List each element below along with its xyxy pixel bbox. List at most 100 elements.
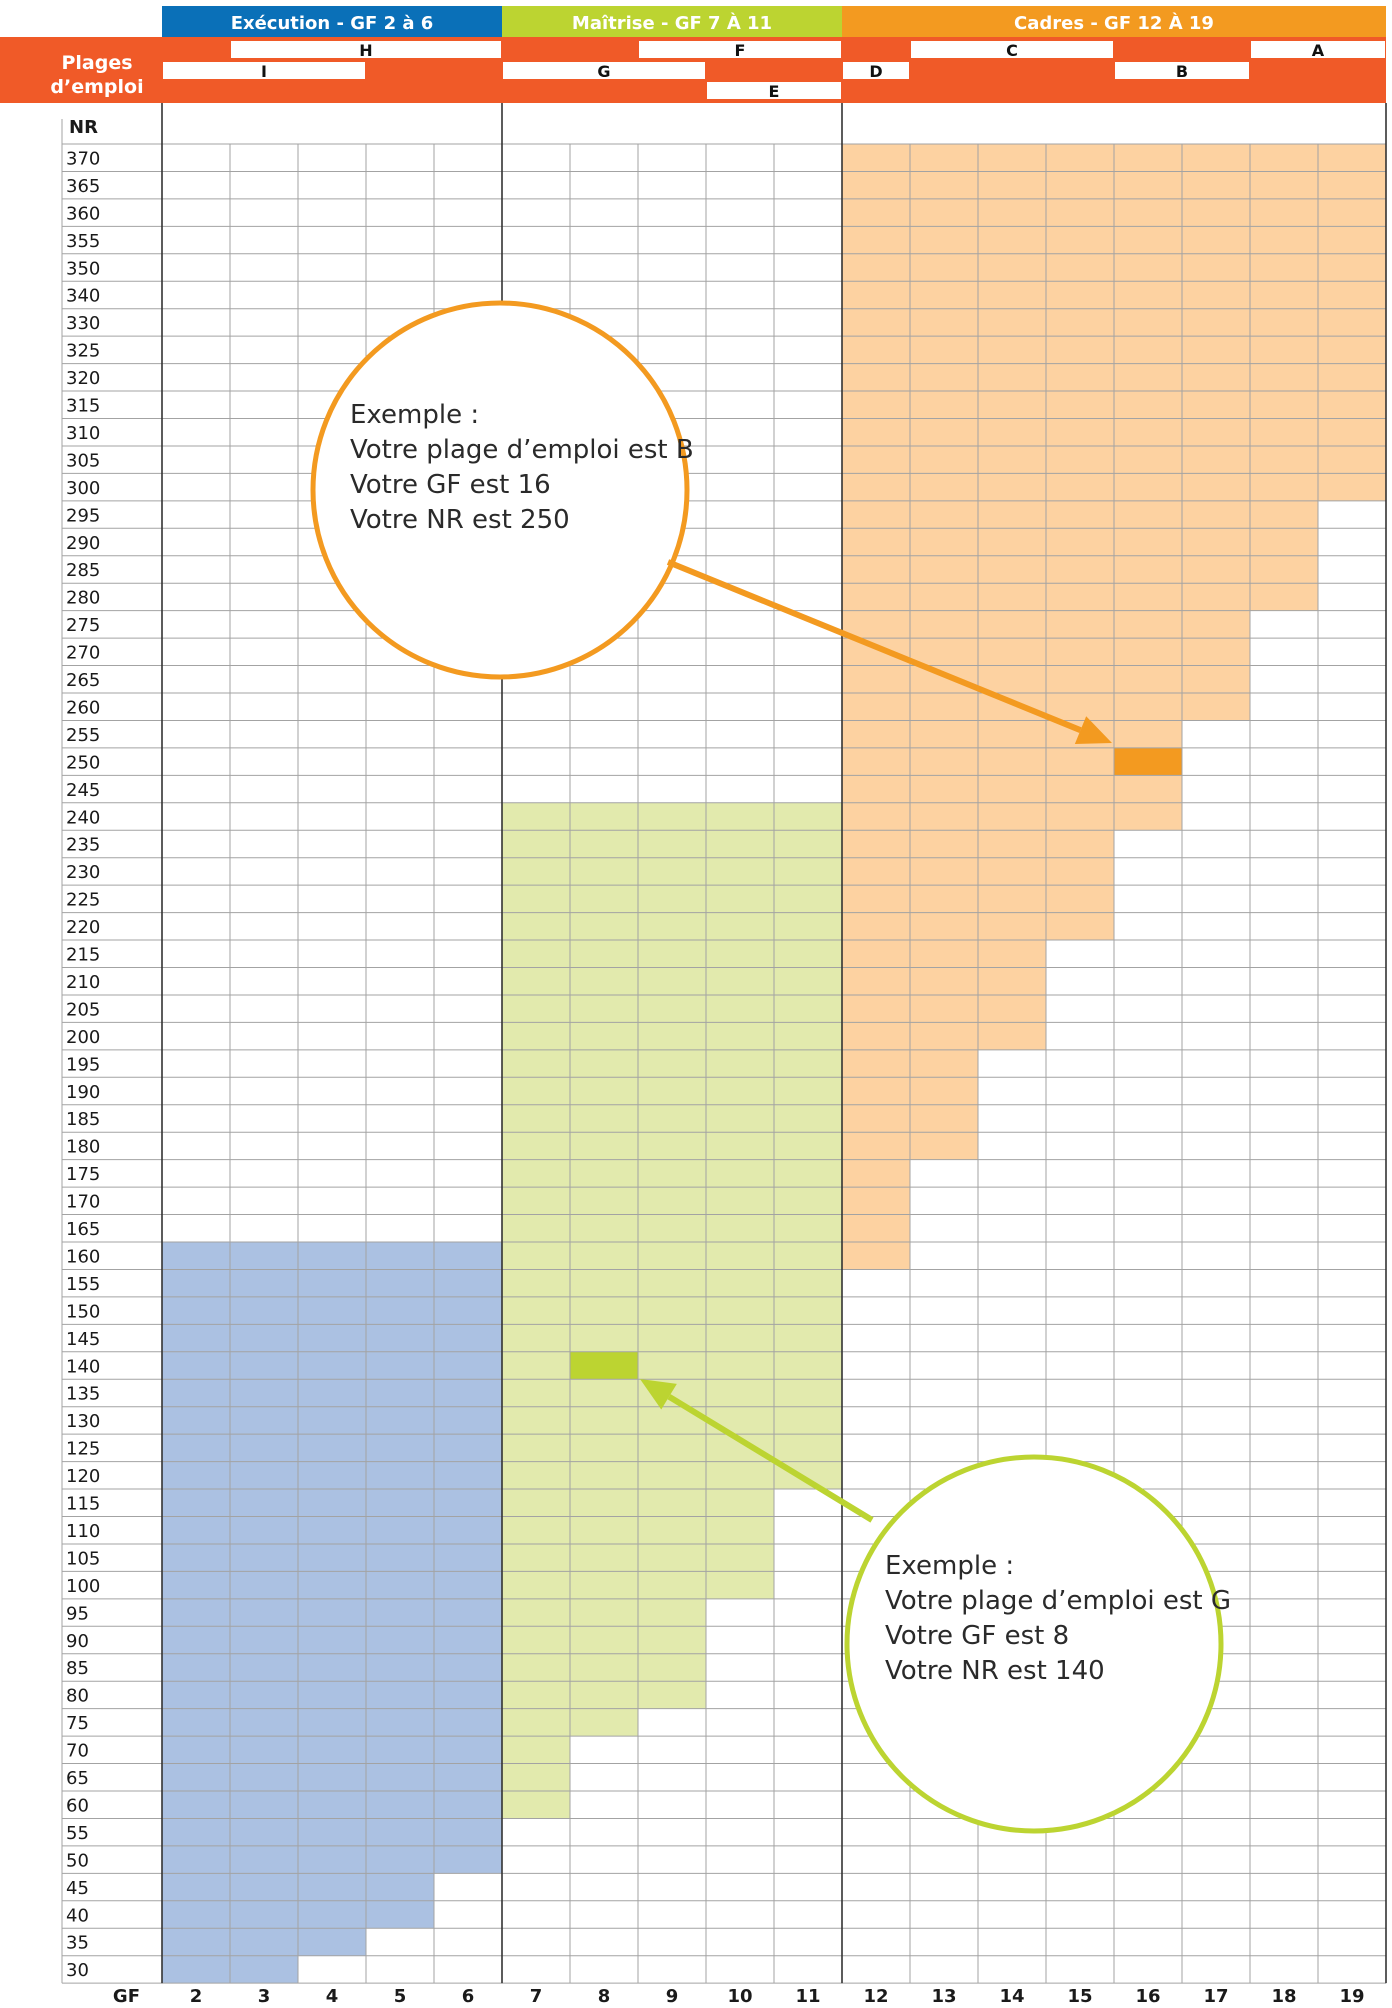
nr-tick-label: 305 [66,450,100,471]
gf-tick-label: 11 [795,1986,820,2007]
nr-tick-label: 215 [66,945,100,966]
nr-tick-label: 95 [66,1603,89,1624]
nr-tick-label: 120 [66,1466,100,1487]
nr-tick-label: 320 [66,368,100,389]
nr-tick-label: 45 [66,1878,89,1899]
gf-tick-label: 7 [530,1986,543,2007]
nr-tick-label: 50 [66,1850,89,1871]
zone-column-fill [434,1242,502,1874]
gf-tick-label: 14 [999,1986,1024,2007]
gf-tick-label: 3 [258,1986,271,2007]
nr-tick-label: 165 [66,1219,100,1240]
nr-tick-label: 260 [66,697,100,718]
callout-text-example-g: Exemple : Votre plage d’emploi est G Vot… [885,1549,1231,1689]
nr-tick-label: 220 [66,917,100,938]
zone-column-fill [366,1242,434,1929]
plage-range-label: A [1312,41,1325,60]
gf-tick-label: 9 [666,1986,679,2007]
nr-tick-label: 125 [66,1439,100,1460]
nr-tick-label: 140 [66,1356,100,1377]
category-header-bar [842,6,1386,37]
nr-tick-label: 270 [66,643,100,664]
nr-tick-label: 295 [66,505,100,526]
nr-tick-label: 205 [66,999,100,1020]
callout-arrow-example-g-shaft [667,1394,874,1523]
zone-column-fill [706,802,774,1599]
nr-tick-label: 370 [66,148,100,169]
nr-tick-label: 170 [66,1192,100,1213]
nr-tick-label: 255 [66,725,100,746]
plage-range-label: F [735,41,746,60]
callout-g-line: Votre NR est 140 [885,1656,1105,1686]
nr-tick-label: 230 [66,862,100,883]
gf-tick-label: 10 [727,1986,752,2007]
nr-tick-label: 280 [66,588,100,609]
nr-tick-label: 100 [66,1576,100,1597]
zone-column-fill [910,144,978,1160]
nr-tick-label: 60 [66,1795,89,1816]
gf-tick-label: 19 [1339,1986,1364,2007]
zone-column-fill [978,144,1046,1050]
plage-range-bar [639,41,841,58]
zone-column-fill [638,802,706,1709]
nr-tick-label: 360 [66,203,100,224]
highlight-cell [1114,747,1182,776]
category-header-label: Exécution - GF 2 à 6 [231,13,434,34]
gf-tick-label: 2 [190,1986,203,2007]
nr-tick-label: 40 [66,1905,89,1926]
nr-tick-label: 200 [66,1027,100,1048]
zone-column-fill [162,1242,230,1984]
nr-tick-label: 145 [66,1329,100,1350]
nr-tick-label: 155 [66,1274,100,1295]
nr-tick-label: 135 [66,1384,100,1405]
zone-column-fill [1114,144,1182,831]
nr-tick-label: 315 [66,396,100,417]
category-header-bar [162,6,502,37]
plage-range-label: G [597,62,610,81]
plage-range-bar [911,41,1113,58]
nr-tick-label: 290 [66,533,100,554]
nr-tick-label: 195 [66,1054,100,1075]
plage-range-label: C [1006,41,1018,60]
nr-tick-label: 285 [66,560,100,581]
callout-circle-example-g [844,1454,1224,1834]
plages-label: Plages [61,52,132,74]
plage-range-label: I [261,62,267,81]
zone-column-fill [230,1242,298,1984]
plage-range-label: D [869,62,882,81]
nr-tick-label: 245 [66,780,100,801]
gf-tick-label: 17 [1203,1986,1228,2007]
callout-b-line: Votre plage d’emploi est B [350,435,694,465]
nr-tick-label: 70 [66,1741,89,1762]
zone-column-fill [1182,144,1250,721]
nr-tick-label: 325 [66,341,100,362]
plage-range-bar [231,41,501,58]
callout-text-example-b: Exemple : Votre plage d’emploi est B Vot… [350,398,694,538]
nr-tick-label: 115 [66,1494,100,1515]
plage-range-bar [707,82,841,99]
zone-column-fill [842,144,910,1270]
nr-tick-label: 210 [66,972,100,993]
nr-tick-label: 35 [66,1933,89,1954]
nr-tick-label: 235 [66,835,100,856]
gf-tick-label: 16 [1135,1986,1160,2007]
callout-g-line: Votre GF est 8 [885,1621,1070,1651]
callout-g-line: Votre plage d’emploi est G [885,1586,1232,1616]
highlight-cell [570,1351,638,1380]
nr-tick-label: 30 [66,1960,89,1981]
callout-arrow-example-b-head [1074,716,1112,745]
gf-tick-label: 13 [931,1986,956,2007]
category-header-label: Cadres - GF 12 À 19 [1014,12,1214,34]
gf-tick-label: 12 [863,1986,888,2007]
nr-tick-label: 75 [66,1713,89,1734]
nr-tick-label: 340 [66,286,100,307]
nr-tick-label: 225 [66,890,100,911]
zone-column-fill [1318,144,1386,501]
plage-range-bar [503,62,705,79]
nr-tick-label: 65 [66,1768,89,1789]
nr-tick-label: 275 [66,615,100,636]
plage-range-bar [843,62,909,79]
nr-tick-label: 300 [66,478,100,499]
category-header-bar [502,6,842,37]
plage-range-bar [1115,62,1249,79]
